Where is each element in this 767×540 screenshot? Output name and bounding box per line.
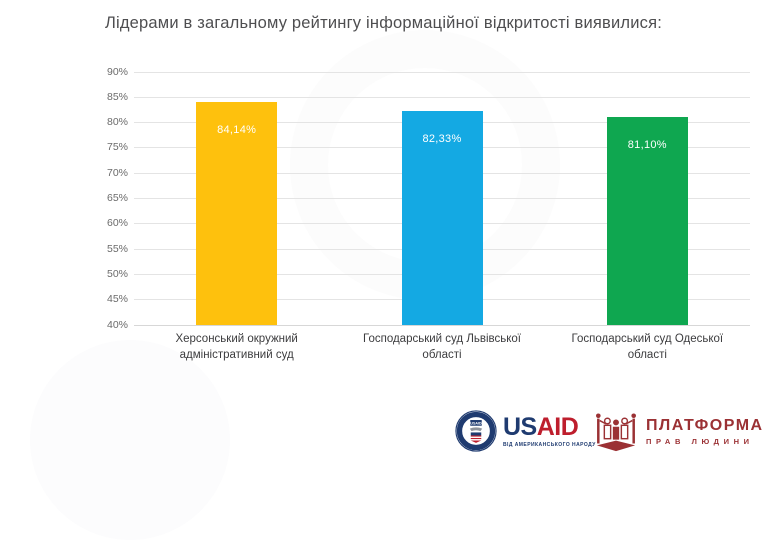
y-axis-tick-label: 55%: [106, 242, 128, 255]
human-rights-platform-logo: ПЛАТФОРМА ПРАВ ЛЮДИНИ: [594, 410, 764, 454]
y-axis-tick-label: 85%: [106, 90, 128, 103]
bar-chart: 40% 45% 50% 55% 60% 65% 70% 75% 80% 85% 90% 84,14% Х…: [106, 65, 750, 361]
usaid-logo: USAID USAID ВІД АМЕРИКАНСЬКОГО НАРОДУ: [455, 410, 596, 452]
platform-name: ПЛАТФОРМА: [646, 417, 764, 434]
gridline: [134, 71, 750, 73]
usaid-seal-icon: USAID: [455, 410, 497, 452]
slide-page: Лідерами в загальному рейтингу інформаці…: [0, 14, 767, 460]
platform-wordmark: ПЛАТФОРМА ПРАВ ЛЮДИНИ: [646, 417, 764, 447]
y-axis-tick-label: 50%: [106, 267, 128, 280]
usaid-wordmark: USAID ВІД АМЕРИКАНСЬКОГО НАРОДУ: [503, 412, 596, 448]
category-label: Господарський суд Одеської області: [571, 333, 724, 361]
y-axis-tick-label: 65%: [106, 192, 128, 204]
y-axis-tick-label: 80%: [106, 116, 128, 129]
gridline: [134, 324, 750, 326]
platform-subtitle: ПРАВ ЛЮДИНИ: [646, 437, 754, 446]
y-axis-tick-label: 70%: [106, 166, 128, 179]
bar-value-label: 84,14%: [217, 123, 257, 136]
y-axis-tick-label: 45%: [106, 293, 128, 306]
category-label: Господарський суд Львівської області: [363, 333, 521, 361]
y-axis-tick-label: 40%: [106, 318, 128, 331]
y-axis-tick-label: 60%: [106, 217, 128, 230]
usaid-tagline: ВІД АМЕРИКАНСЬКОГО НАРОДУ: [503, 441, 596, 448]
svg-text:USAID: USAID: [470, 421, 482, 425]
chart-title: Лідерами в загальному рейтингу інформаці…: [104, 14, 663, 32]
category-label: Херсонський окружний адміністративний су…: [175, 333, 298, 361]
footer-logos: USAID USAID ВІД АМЕРИКАНСЬКОГО НАРОДУ: [0, 404, 767, 460]
bar: [401, 110, 483, 325]
bar: [606, 117, 688, 325]
bar: [196, 101, 278, 325]
bar-value-label: 81,10%: [627, 139, 667, 152]
gridline: [134, 96, 750, 98]
bar-value-label: 82,33%: [422, 132, 462, 145]
y-axis-tick-label: 75%: [106, 141, 128, 154]
y-axis-tick-label: 90%: [106, 65, 128, 78]
usaid-aid-text: AID: [536, 412, 579, 441]
platform-people-icon: [596, 413, 636, 452]
usaid-us-text: US: [503, 412, 537, 441]
